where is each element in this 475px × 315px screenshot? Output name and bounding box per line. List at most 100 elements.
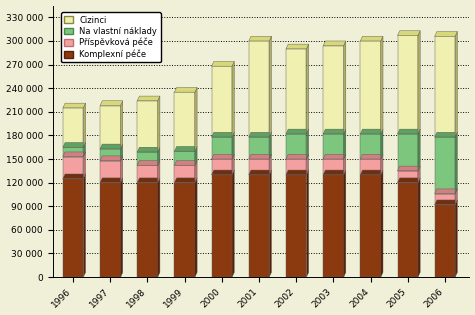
- Bar: [137, 101, 158, 152]
- Bar: [63, 179, 83, 277]
- Bar: [286, 134, 306, 159]
- Polygon shape: [361, 170, 383, 175]
- Polygon shape: [306, 170, 309, 277]
- Polygon shape: [286, 44, 309, 49]
- Polygon shape: [249, 170, 271, 175]
- Polygon shape: [381, 36, 383, 134]
- Polygon shape: [249, 36, 271, 41]
- Polygon shape: [137, 178, 160, 183]
- Polygon shape: [435, 132, 457, 137]
- Polygon shape: [418, 129, 420, 171]
- Bar: [174, 92, 195, 151]
- Polygon shape: [361, 129, 383, 134]
- Polygon shape: [174, 146, 197, 151]
- Polygon shape: [158, 96, 160, 152]
- Polygon shape: [232, 154, 234, 175]
- Polygon shape: [83, 142, 86, 157]
- Bar: [398, 36, 418, 134]
- Polygon shape: [455, 200, 457, 277]
- Polygon shape: [418, 166, 420, 183]
- Polygon shape: [83, 103, 86, 147]
- Polygon shape: [343, 41, 346, 134]
- Polygon shape: [232, 170, 234, 277]
- Polygon shape: [435, 200, 457, 205]
- Polygon shape: [249, 154, 271, 159]
- Polygon shape: [381, 129, 383, 159]
- Polygon shape: [398, 129, 420, 134]
- Polygon shape: [398, 31, 420, 36]
- Polygon shape: [249, 132, 271, 137]
- Polygon shape: [343, 170, 346, 277]
- Polygon shape: [211, 132, 234, 137]
- Polygon shape: [269, 154, 271, 175]
- Polygon shape: [323, 154, 346, 159]
- Bar: [435, 137, 455, 194]
- Bar: [211, 137, 232, 159]
- Polygon shape: [323, 41, 346, 46]
- Bar: [100, 161, 121, 183]
- Polygon shape: [83, 174, 86, 277]
- Bar: [323, 159, 343, 175]
- Bar: [435, 205, 455, 277]
- Bar: [398, 171, 418, 183]
- Polygon shape: [306, 44, 309, 134]
- Polygon shape: [398, 178, 420, 183]
- Bar: [137, 152, 158, 165]
- Polygon shape: [381, 154, 383, 175]
- Bar: [398, 134, 418, 171]
- Bar: [211, 66, 232, 137]
- Polygon shape: [398, 166, 420, 171]
- Polygon shape: [323, 170, 346, 175]
- Bar: [100, 106, 121, 149]
- Bar: [323, 46, 343, 134]
- Polygon shape: [100, 101, 123, 106]
- Bar: [361, 41, 381, 134]
- Polygon shape: [121, 178, 123, 277]
- Polygon shape: [211, 154, 234, 159]
- Polygon shape: [137, 147, 160, 152]
- Polygon shape: [158, 178, 160, 277]
- Polygon shape: [195, 146, 197, 165]
- Polygon shape: [174, 161, 197, 165]
- Polygon shape: [121, 101, 123, 149]
- Polygon shape: [381, 170, 383, 277]
- Bar: [63, 108, 83, 147]
- Bar: [174, 151, 195, 165]
- Polygon shape: [121, 156, 123, 183]
- Polygon shape: [174, 87, 197, 92]
- Polygon shape: [137, 96, 160, 101]
- Bar: [174, 165, 195, 183]
- Polygon shape: [195, 87, 197, 151]
- Polygon shape: [158, 161, 160, 183]
- Polygon shape: [455, 132, 457, 194]
- Polygon shape: [174, 178, 197, 183]
- Polygon shape: [63, 174, 86, 179]
- Polygon shape: [435, 189, 457, 194]
- Bar: [249, 175, 269, 277]
- Bar: [323, 134, 343, 159]
- Polygon shape: [435, 32, 457, 36]
- Polygon shape: [323, 129, 346, 134]
- Polygon shape: [418, 31, 420, 134]
- Polygon shape: [63, 142, 86, 147]
- Polygon shape: [121, 144, 123, 161]
- Polygon shape: [306, 129, 309, 159]
- Bar: [249, 137, 269, 159]
- Legend: Cizinci, Na vlastní náklady, Příspěvková péče, Komplexní péče: Cizinci, Na vlastní náklady, Příspěvková…: [61, 12, 161, 62]
- Polygon shape: [100, 156, 123, 161]
- Bar: [435, 36, 455, 137]
- Bar: [211, 159, 232, 175]
- Bar: [435, 194, 455, 205]
- Polygon shape: [286, 170, 309, 175]
- Bar: [286, 159, 306, 175]
- Bar: [249, 159, 269, 175]
- Polygon shape: [269, 132, 271, 159]
- Bar: [323, 175, 343, 277]
- Bar: [137, 165, 158, 183]
- Polygon shape: [100, 144, 123, 149]
- Polygon shape: [455, 189, 457, 205]
- Bar: [286, 175, 306, 277]
- Bar: [286, 49, 306, 134]
- Polygon shape: [343, 129, 346, 159]
- Polygon shape: [158, 147, 160, 165]
